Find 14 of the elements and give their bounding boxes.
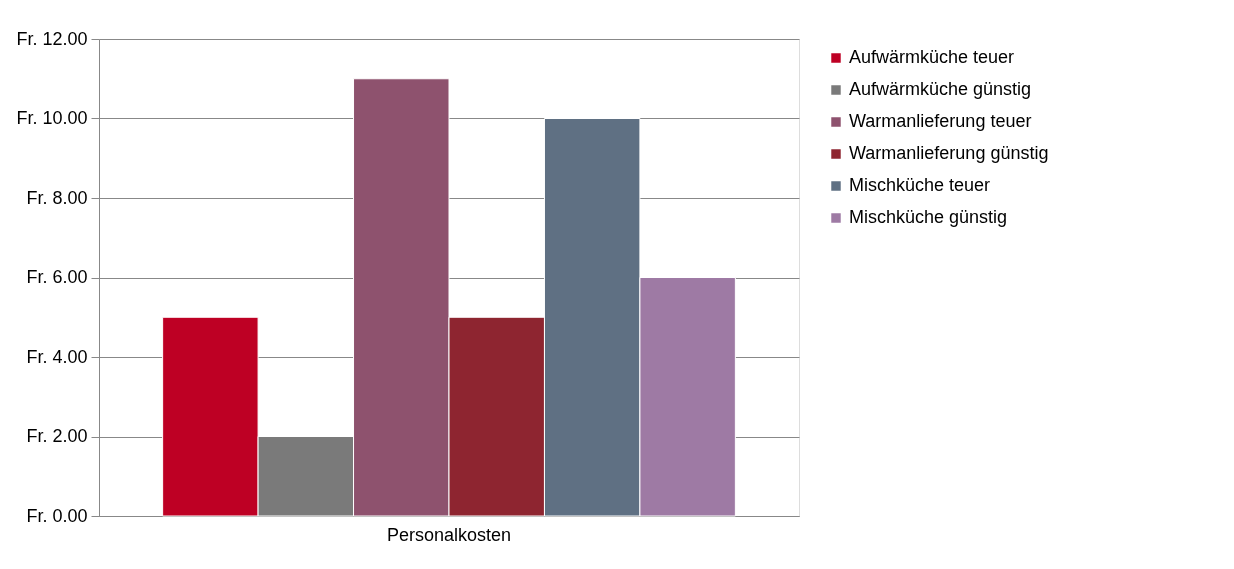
legend-label: Mischküche günstig (849, 207, 1008, 227)
y-tick-label: Fr. 8.00 (26, 187, 88, 208)
legend-label: Mischküche teuer (849, 175, 991, 195)
legend-label: Aufwärmküche teuer (849, 47, 1015, 67)
legend-label: Warmanlieferung günstig (849, 143, 1049, 163)
y-tick-label: Fr. 2.00 (26, 426, 88, 446)
y-tick-label: Fr. 6.00 (26, 267, 88, 287)
y-tick-label: Fr. 0.00 (26, 505, 88, 526)
legend-label: Aufwärmküche günstig (849, 79, 1032, 99)
legend-label: Warmanlieferung teuer (849, 111, 1032, 131)
y-tick-label: Fr. 4.00 (26, 346, 88, 367)
y-tick-label: Fr. 10.00 (16, 108, 88, 128)
x-tick-label: Personalkosten (386, 524, 512, 545)
y-tick-label: Fr. 12.00 (16, 28, 88, 49)
